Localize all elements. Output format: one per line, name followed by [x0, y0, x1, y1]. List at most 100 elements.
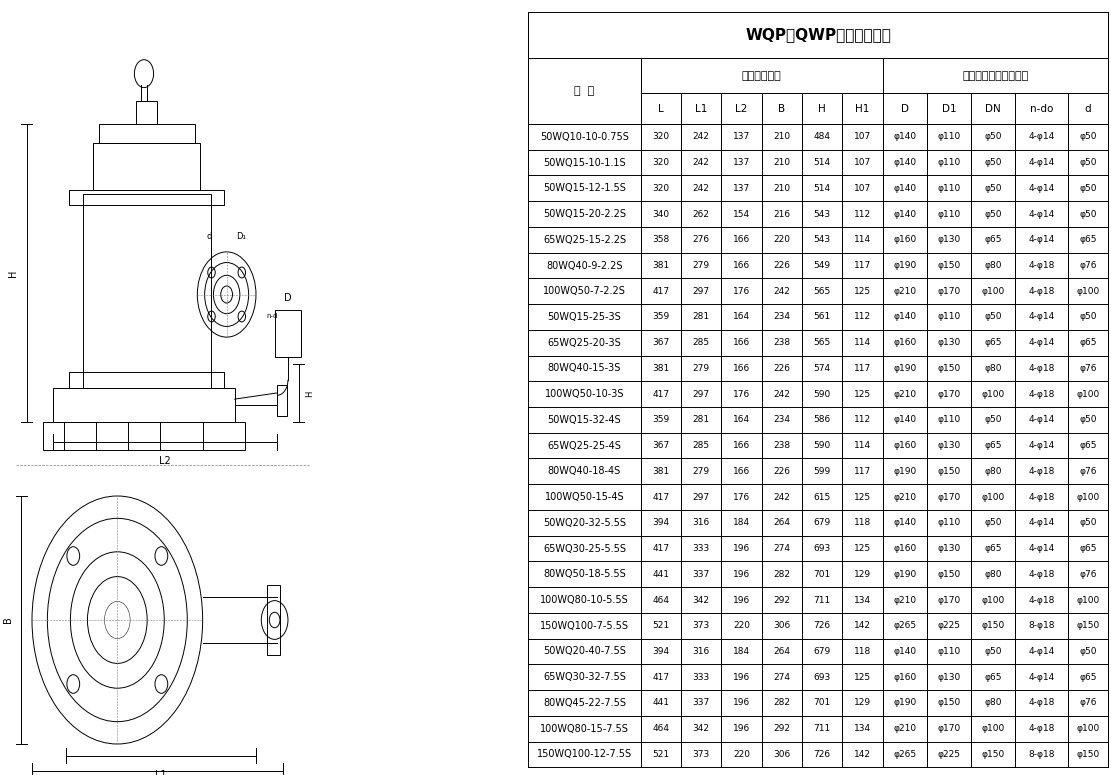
- Text: 441: 441: [652, 698, 670, 708]
- Text: 333: 333: [692, 673, 710, 682]
- Text: 4-φ18: 4-φ18: [1029, 595, 1054, 604]
- Text: 242: 242: [773, 493, 790, 501]
- Text: 100WQ50-10-3S: 100WQ50-10-3S: [544, 389, 624, 399]
- Text: 417: 417: [652, 390, 670, 398]
- Text: 226: 226: [773, 261, 790, 270]
- Text: 242: 242: [773, 287, 790, 296]
- Text: 4-φ18: 4-φ18: [1029, 261, 1054, 270]
- Text: 100WQ80-15-7.5S: 100WQ80-15-7.5S: [540, 724, 629, 734]
- Text: 238: 238: [773, 441, 790, 450]
- Text: 176: 176: [733, 390, 750, 398]
- Text: 8-φ18: 8-φ18: [1029, 750, 1054, 759]
- Text: H: H: [304, 390, 313, 397]
- Text: 279: 279: [692, 467, 710, 476]
- Text: φ76: φ76: [1079, 467, 1097, 476]
- Text: 4-φ18: 4-φ18: [1029, 390, 1054, 398]
- Text: 4-φ14: 4-φ14: [1029, 184, 1054, 193]
- Text: 242: 242: [693, 158, 710, 167]
- Text: 711: 711: [813, 724, 831, 733]
- Text: 264: 264: [773, 647, 790, 656]
- Text: L1: L1: [695, 104, 708, 113]
- Text: 316: 316: [692, 518, 710, 527]
- Text: 381: 381: [652, 467, 670, 476]
- Text: 234: 234: [773, 415, 790, 425]
- Text: φ110: φ110: [938, 312, 961, 322]
- Text: φ130: φ130: [938, 544, 961, 553]
- Text: φ150: φ150: [938, 364, 961, 373]
- Text: φ160: φ160: [893, 673, 917, 682]
- Bar: [136, 101, 158, 124]
- Text: 150WQ100-7-5.5S: 150WQ100-7-5.5S: [540, 621, 629, 631]
- Text: 80WQ40-9-2.2S: 80WQ40-9-2.2S: [547, 260, 622, 270]
- Text: 306: 306: [773, 622, 790, 630]
- Text: φ110: φ110: [938, 415, 961, 425]
- Text: φ190: φ190: [893, 698, 917, 708]
- Text: 342: 342: [693, 595, 710, 604]
- Text: φ170: φ170: [938, 390, 961, 398]
- Text: 4-φ18: 4-φ18: [1029, 287, 1054, 296]
- Text: 142: 142: [854, 622, 871, 630]
- Text: φ160: φ160: [893, 338, 917, 347]
- Text: L1: L1: [156, 770, 167, 775]
- Text: 154: 154: [733, 209, 750, 219]
- Text: 196: 196: [733, 544, 750, 553]
- Bar: [274, 310, 301, 356]
- Text: 100WQ80-10-5.5S: 100WQ80-10-5.5S: [540, 595, 629, 605]
- Text: 164: 164: [733, 415, 750, 425]
- Text: 220: 220: [733, 750, 750, 759]
- Bar: [42, 422, 246, 450]
- Text: φ225: φ225: [938, 750, 960, 759]
- Text: 80WQ40-15-3S: 80WQ40-15-3S: [548, 363, 621, 374]
- Text: H: H: [8, 270, 19, 277]
- Text: D1: D1: [942, 104, 957, 113]
- Text: 679: 679: [813, 518, 831, 527]
- Text: 276: 276: [692, 236, 710, 244]
- Text: 264: 264: [773, 518, 790, 527]
- Text: 4-φ18: 4-φ18: [1029, 467, 1054, 476]
- Text: φ150: φ150: [1077, 622, 1100, 630]
- Text: 693: 693: [813, 544, 831, 553]
- Text: φ65: φ65: [984, 441, 1002, 450]
- Text: 117: 117: [853, 261, 871, 270]
- Text: φ160: φ160: [893, 544, 917, 553]
- Text: 65WQ30-25-5.5S: 65WQ30-25-5.5S: [543, 543, 625, 553]
- Text: 285: 285: [692, 441, 710, 450]
- Text: 543: 543: [813, 236, 831, 244]
- Text: 50WQ15-12-1.5S: 50WQ15-12-1.5S: [543, 184, 625, 193]
- Text: 394: 394: [652, 647, 670, 656]
- Text: 118: 118: [853, 647, 871, 656]
- Text: φ110: φ110: [938, 158, 961, 167]
- Text: 4-φ14: 4-φ14: [1029, 158, 1054, 167]
- Text: φ50: φ50: [1079, 415, 1097, 425]
- Bar: [267, 585, 280, 655]
- Text: 337: 337: [692, 698, 710, 708]
- Text: 4-φ14: 4-φ14: [1029, 415, 1054, 425]
- Text: 220: 220: [733, 622, 750, 630]
- Text: 118: 118: [853, 518, 871, 527]
- Bar: [99, 124, 194, 143]
- Text: 4-φ14: 4-φ14: [1029, 338, 1054, 347]
- Text: φ100: φ100: [1077, 287, 1100, 296]
- Text: φ65: φ65: [1079, 441, 1097, 450]
- Text: 137: 137: [733, 158, 750, 167]
- Text: φ170: φ170: [938, 493, 961, 501]
- Text: φ140: φ140: [893, 158, 917, 167]
- Text: φ50: φ50: [1079, 312, 1097, 322]
- Text: 117: 117: [853, 467, 871, 476]
- Text: 417: 417: [652, 544, 670, 553]
- Text: 292: 292: [773, 724, 790, 733]
- Text: φ65: φ65: [984, 338, 1002, 347]
- Text: 565: 565: [813, 287, 831, 296]
- Text: 367: 367: [652, 441, 670, 450]
- Text: φ210: φ210: [893, 390, 917, 398]
- Text: φ76: φ76: [1079, 364, 1097, 373]
- Bar: [82, 194, 211, 388]
- Text: 泵出口法兰及连接尺寸: 泵出口法兰及连接尺寸: [962, 71, 1029, 81]
- Text: d: d: [207, 232, 212, 241]
- Text: 381: 381: [652, 364, 670, 373]
- Text: φ170: φ170: [938, 287, 961, 296]
- Text: 112: 112: [853, 209, 871, 219]
- Text: φ265: φ265: [893, 622, 917, 630]
- Text: φ150: φ150: [1077, 750, 1100, 759]
- Text: 297: 297: [692, 287, 710, 296]
